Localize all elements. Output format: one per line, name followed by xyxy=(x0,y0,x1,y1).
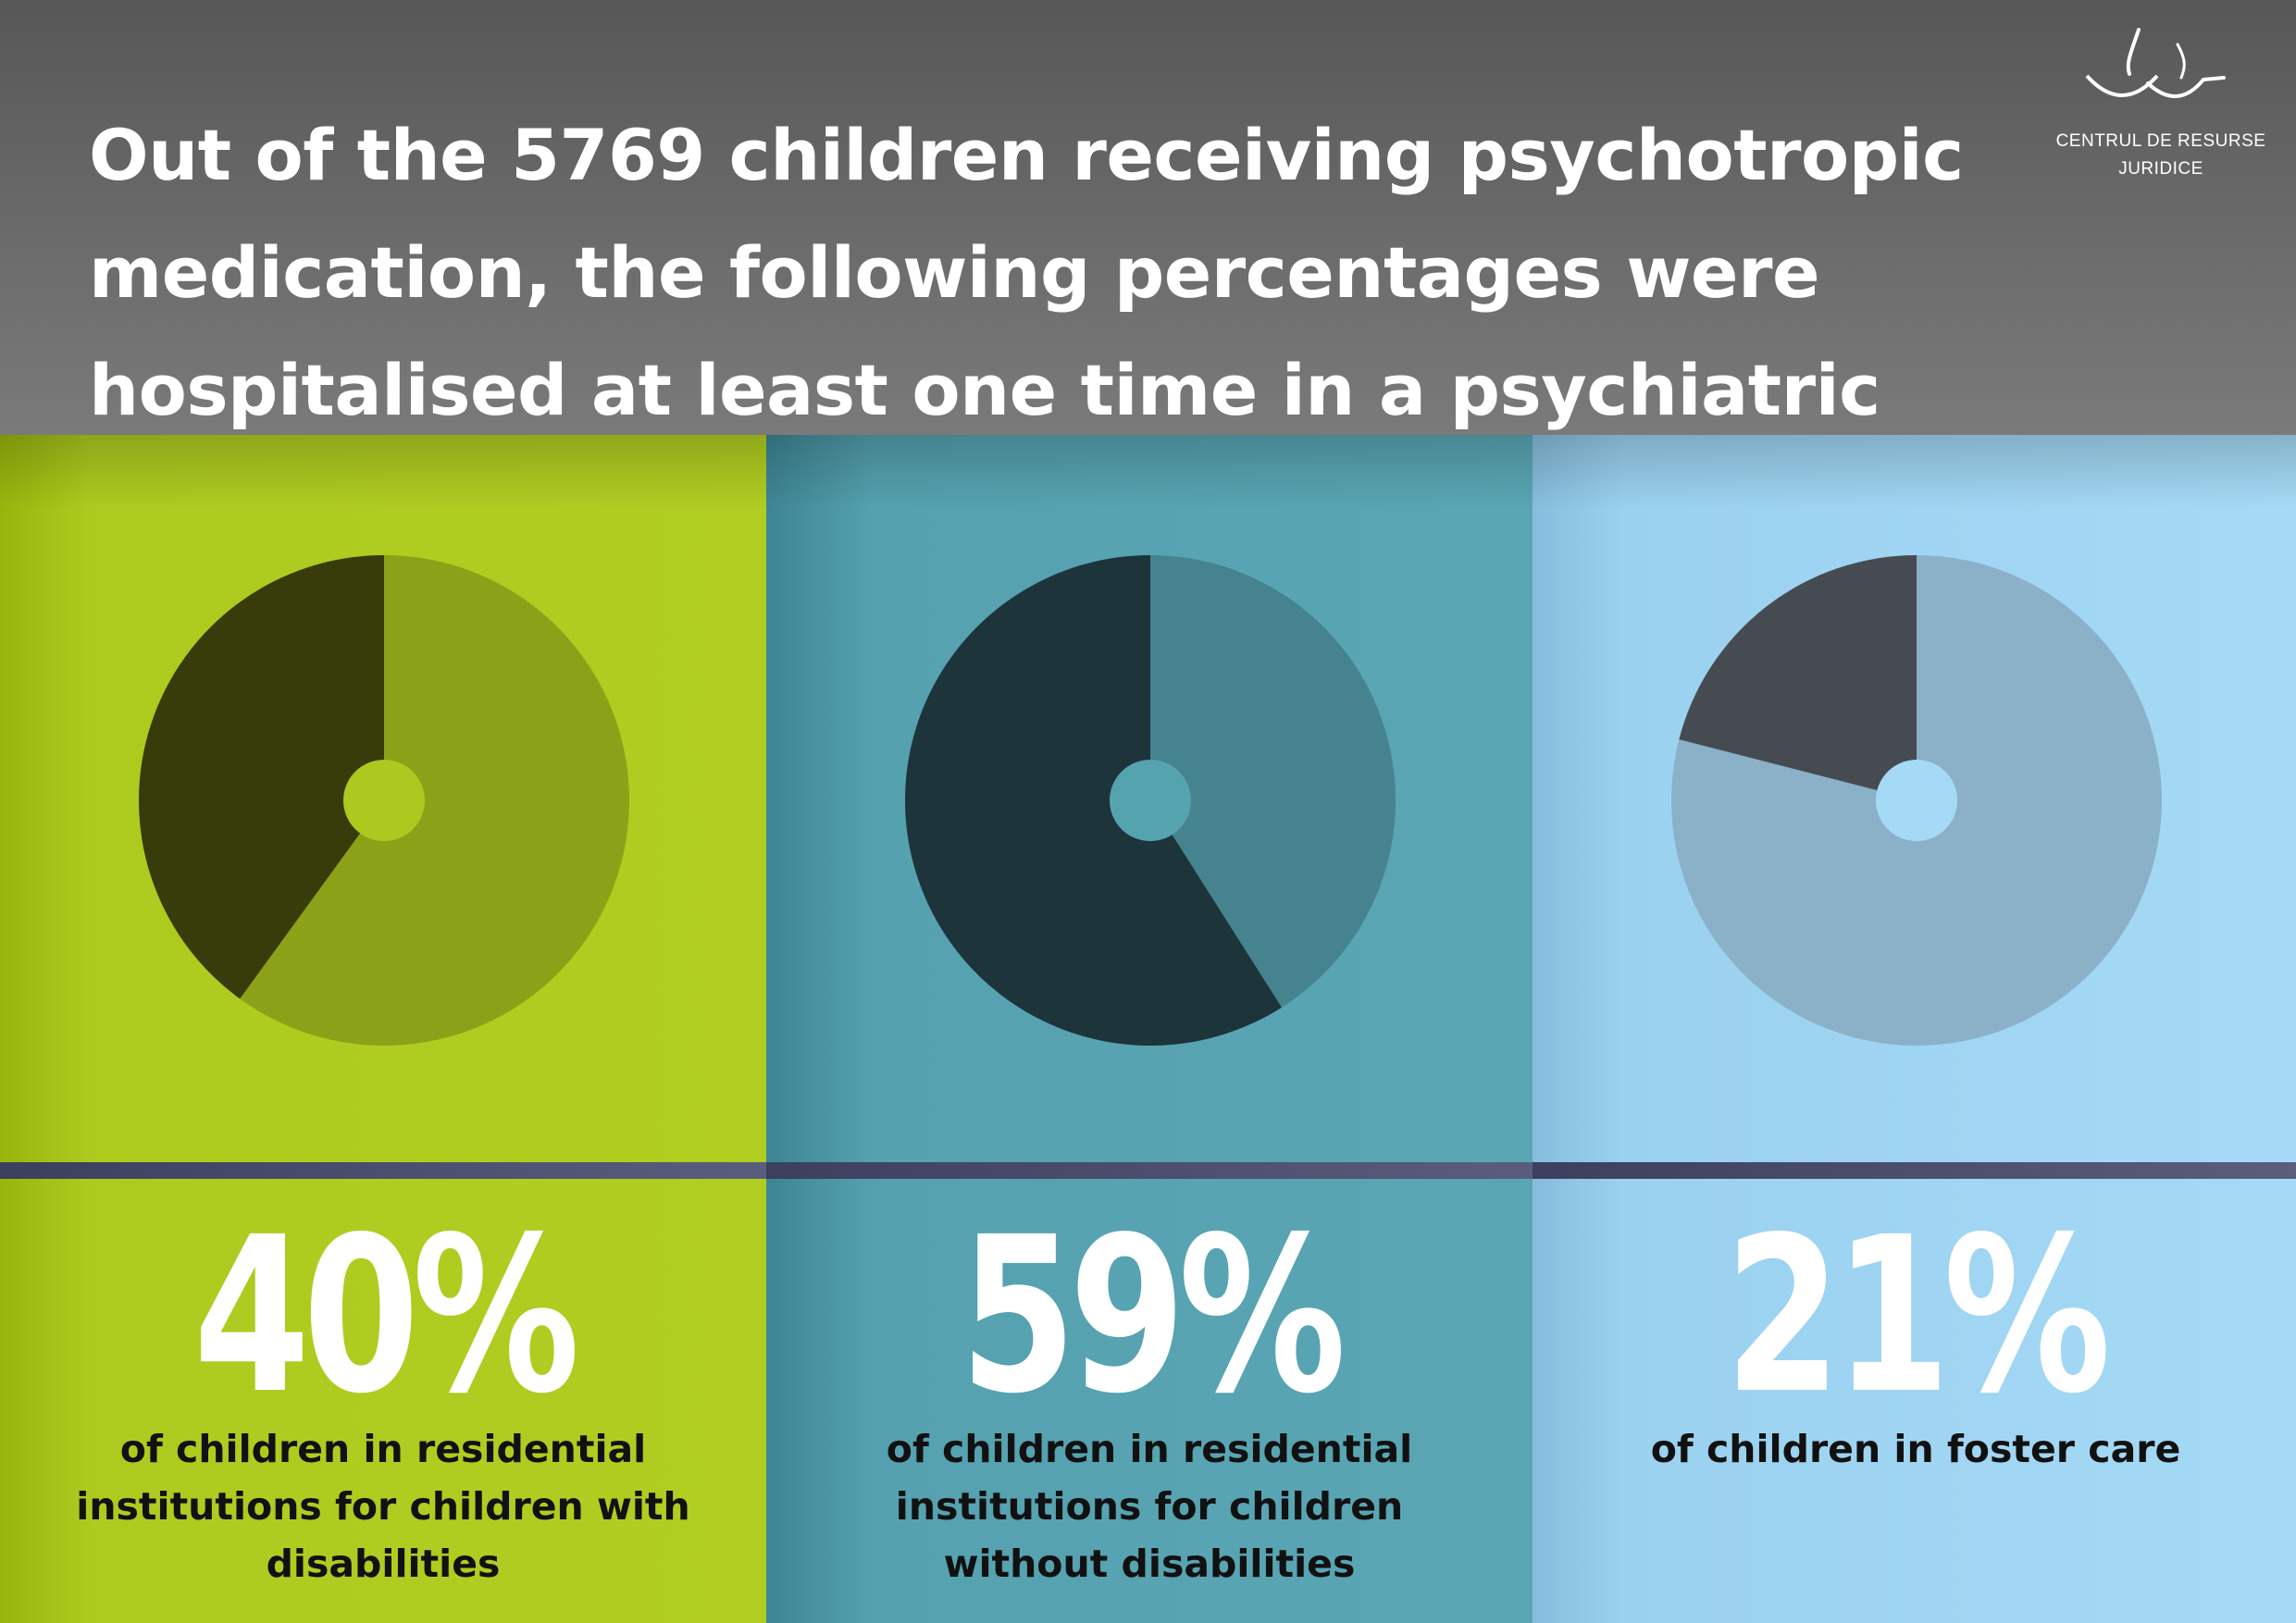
divider-bar xyxy=(0,1162,766,1179)
pie-center-hole xyxy=(1110,760,1191,841)
logo-text-line-2: JURIDICE xyxy=(2118,159,2203,179)
pie-slice-rest xyxy=(240,555,629,1046)
panel-top-shade xyxy=(1533,435,2296,509)
panel-top-shade xyxy=(0,435,766,509)
logo-text-line-1: CENTRUL DE RESURSE xyxy=(2055,131,2266,151)
header-banner: Out of the 5769 children receiving psych… xyxy=(0,0,2296,549)
pie-chart-3 xyxy=(1671,555,2162,1046)
pie-chart-2 xyxy=(904,555,1396,1046)
pie-center-hole xyxy=(1876,760,1957,841)
logo: CENTRUL DE RESURSE JURIDICE xyxy=(2041,24,2281,181)
panel-top-shade xyxy=(766,435,1533,509)
pie-center-hole xyxy=(343,760,425,841)
percentage-value: 59% xyxy=(960,1191,1347,1441)
divider-bar xyxy=(1533,1162,2296,1179)
scales-logo-icon xyxy=(2085,28,2226,99)
pie-slice-hospitalised xyxy=(1679,555,1917,800)
panel-disabilities: 40% of children in residential instituti… xyxy=(0,435,766,1623)
pie-slice-hospitalised xyxy=(904,555,1282,1046)
pie-slice-hospitalised xyxy=(139,555,385,999)
panel-no-disabilities: 59% of children in residential instituti… xyxy=(766,435,1533,1623)
percentage-description: of children in residential institutions … xyxy=(886,1427,1413,1586)
pie-chart-1 xyxy=(139,555,629,1046)
percentage-value: 40% xyxy=(193,1191,580,1441)
divider-bar xyxy=(766,1162,1533,1179)
pie-slice-rest xyxy=(1150,555,1396,1008)
percentage-description: of children in foster care xyxy=(1650,1427,2181,1471)
percentage-description: of children in residential institutions … xyxy=(76,1427,690,1586)
panel-foster-care: 21% of children in foster care xyxy=(1533,435,2296,1623)
percentage-value: 21% xyxy=(1724,1191,2112,1441)
